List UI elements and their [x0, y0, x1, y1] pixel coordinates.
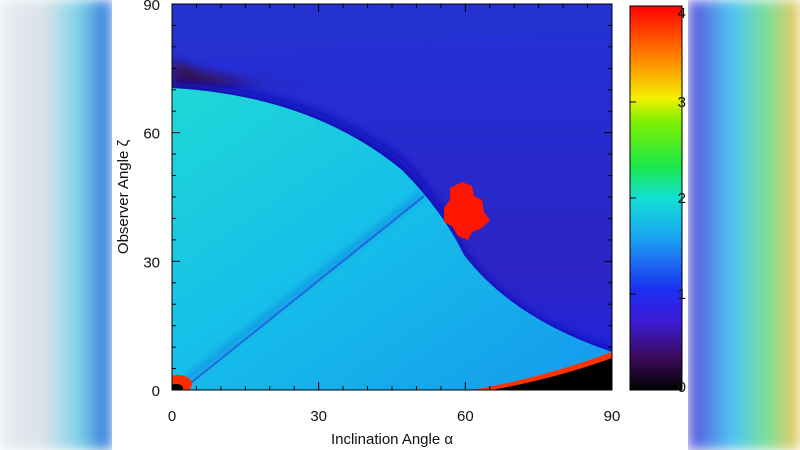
- peak-region: [444, 182, 490, 240]
- heatmap-field: [172, 4, 612, 390]
- x-axis-ticks: [171, 4, 613, 390]
- y-axis-title: Observer Angle ζ: [115, 140, 132, 255]
- colorbar-ticks: 0 1 2 3 4: [630, 5, 686, 396]
- lower-region: [172, 88, 612, 390]
- blurred-background-left: [0, 0, 112, 450]
- blurred-background-right: [688, 0, 800, 450]
- corner-hotspot-core: [172, 384, 183, 390]
- y-axis-ticks: [172, 3, 612, 391]
- colorbar-tick-label: 0: [678, 379, 686, 396]
- diagonal-streak: [173, 191, 425, 390]
- x-tick-label: 30: [310, 408, 327, 425]
- y-tick-label: 60: [143, 126, 160, 143]
- x-tick-label: 90: [604, 408, 621, 425]
- chart-stage: 0 30 60 90 0 30 60 90 Inclination Angle α Obse…: [112, 0, 688, 450]
- y-tick-label: 90: [143, 0, 160, 14]
- y-tick-label: 30: [143, 254, 160, 271]
- colorbar-tick-label: 4: [678, 5, 686, 22]
- diagonal-streak-edge: [181, 195, 425, 390]
- dark-band-left: [172, 60, 302, 92]
- dark-corner: [491, 358, 612, 390]
- colorbar: [629, 5, 683, 391]
- colorbar-tick-label: 1: [678, 286, 686, 303]
- colorbar-tick-label: 3: [678, 94, 686, 111]
- x-axis-title: Inclination Angle α: [331, 431, 453, 448]
- y-tick-label: 0: [152, 383, 160, 400]
- x-axis-tick-labels: 0 30 60 90: [168, 408, 621, 425]
- x-tick-label: 60: [457, 408, 474, 425]
- y-axis-tick-labels: 0 30 60 90: [143, 0, 160, 400]
- x-tick-label: 0: [168, 408, 176, 425]
- colorbar-tick-label: 2: [678, 190, 686, 207]
- upper-band: [172, 4, 612, 62]
